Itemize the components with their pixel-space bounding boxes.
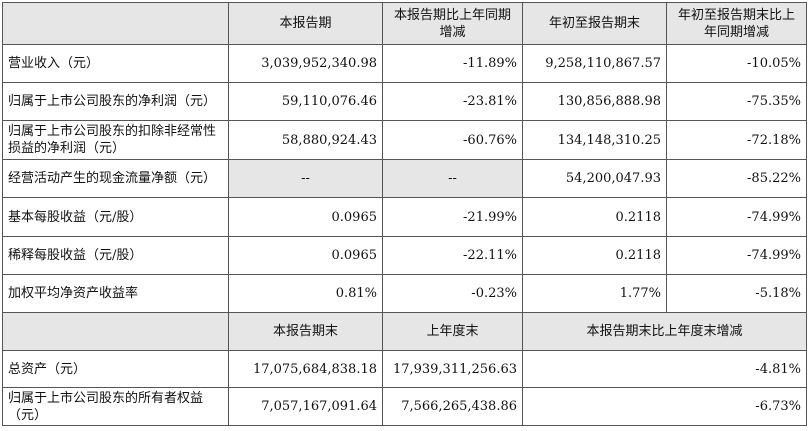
header-cell: 本报告期末比上年度末增减 <box>522 312 807 351</box>
table-cell: 134,148,310.25 <box>522 120 667 160</box>
table-cell: 7,057,167,091.64 <box>228 387 383 426</box>
row-label: 加权平均净资产收益率 <box>2 274 229 313</box>
header-cell: 本报告期比上年同期增减 <box>382 2 523 45</box>
table-cell: 17,939,311,256.63 <box>382 350 523 388</box>
table-cell: -- <box>228 159 383 198</box>
header-cell: 本报告期 <box>228 2 383 45</box>
table-header-row: 本报告期 本报告期比上年同期增减 年初至报告期末 年初至报告期末比上年同期增减 <box>2 2 807 45</box>
table-cell: -74.99% <box>666 197 807 237</box>
table-cell: -75.35% <box>666 82 807 121</box>
table-cell: 130,856,888.98 <box>522 82 667 121</box>
header-cell <box>2 2 229 45</box>
table-cell: -85.22% <box>666 159 807 198</box>
table-row: 总资产（元） 17,075,684,838.18 17,939,311,256.… <box>2 350 807 388</box>
table-cell: -4.81% <box>522 350 807 388</box>
table-cell: 9,258,110,867.57 <box>522 44 667 83</box>
table-cell: -- <box>382 159 523 198</box>
table-row: 归属于上市公司股东的所有者权益（元） 7,057,167,091.64 7,56… <box>2 387 807 426</box>
table-cell: -72.18% <box>666 120 807 160</box>
table-cell: -11.89% <box>382 44 523 83</box>
row-label: 稀释每股收益（元/股） <box>2 236 229 275</box>
row-label: 基本每股收益（元/股） <box>2 197 229 237</box>
table-cell: 7,566,265,438.86 <box>382 387 523 426</box>
table-cell: 0.2118 <box>522 197 667 237</box>
table-cell: 0.2118 <box>522 236 667 275</box>
row-label: 归属于上市公司股东的扣除非经常性损益的净利润（元） <box>2 120 229 160</box>
table-cell: -23.81% <box>382 82 523 121</box>
table-cell: 59,110,076.46 <box>228 82 383 121</box>
table-cell: -6.73% <box>522 387 807 426</box>
table-row: 营业收入（元） 3,039,952,340.98 -11.89% 9,258,1… <box>2 44 807 83</box>
table-cell: 3,039,952,340.98 <box>228 44 383 83</box>
row-label: 经营活动产生的现金流量净额（元） <box>2 159 229 198</box>
row-label: 归属于上市公司股东的所有者权益（元） <box>2 387 229 426</box>
table-row: 加权平均净资产收益率 0.81% -0.23% 1.77% -5.18% <box>2 274 807 313</box>
table-cell: -0.23% <box>382 274 523 313</box>
table-cell: 0.0965 <box>228 197 383 237</box>
table-cell: -60.76% <box>382 120 523 160</box>
table-cell: 0.81% <box>228 274 383 313</box>
table-row: 基本每股收益（元/股） 0.0965 -21.99% 0.2118 -74.99… <box>2 197 807 237</box>
header-cell: 上年度末 <box>382 312 523 351</box>
header-cell: 本报告期末 <box>228 312 383 351</box>
table-row: 稀释每股收益（元/股） 0.0965 -22.11% 0.2118 -74.99… <box>2 236 807 275</box>
table-row: 经营活动产生的现金流量净额（元） -- -- 54,200,047.93 -85… <box>2 159 807 198</box>
table-cell: 0.0965 <box>228 236 383 275</box>
row-label: 归属于上市公司股东的净利润（元） <box>2 82 229 121</box>
table-cell: -5.18% <box>666 274 807 313</box>
table-cell: 54,200,047.93 <box>522 159 667 198</box>
row-label: 总资产（元） <box>2 350 229 388</box>
table-cell: -21.99% <box>382 197 523 237</box>
header-cell <box>2 312 229 351</box>
table-cell: -74.99% <box>666 236 807 275</box>
table-cell: 17,075,684,838.18 <box>228 350 383 388</box>
row-label: 营业收入（元） <box>2 44 229 83</box>
table-cell: 58,880,924.43 <box>228 120 383 160</box>
table-cell: -22.11% <box>382 236 523 275</box>
table-header-row: 本报告期末 上年度末 本报告期末比上年度末增减 <box>2 312 807 351</box>
table-cell: 1.77% <box>522 274 667 313</box>
table-cell: -10.05% <box>666 44 807 83</box>
table-row: 归属于上市公司股东的扣除非经常性损益的净利润（元） 58,880,924.43 … <box>2 120 807 160</box>
table-row: 归属于上市公司股东的净利润（元） 59,110,076.46 -23.81% 1… <box>2 82 807 121</box>
header-cell: 年初至报告期末 <box>522 2 667 45</box>
header-cell: 年初至报告期末比上年同期增减 <box>666 2 807 45</box>
